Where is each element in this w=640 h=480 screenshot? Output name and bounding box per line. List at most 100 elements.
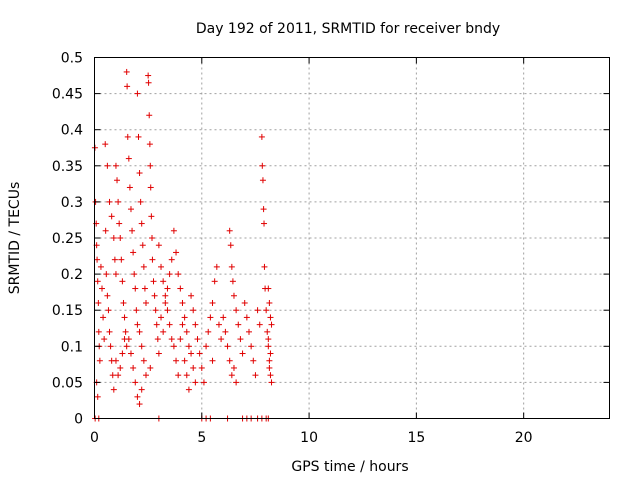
x-tick-label: 5	[197, 430, 206, 446]
data-point	[265, 343, 272, 350]
data-point	[148, 213, 155, 220]
data-point	[94, 256, 101, 263]
data-point	[102, 227, 109, 234]
y-axis-label: SRMTID / TECUs	[7, 182, 23, 295]
data-point	[107, 343, 114, 350]
data-point	[207, 314, 214, 321]
data-point	[137, 198, 144, 205]
data-point	[226, 357, 233, 364]
data-point	[147, 364, 154, 371]
data-point	[115, 198, 122, 205]
plot-frame	[94, 57, 610, 419]
data-point	[188, 350, 195, 357]
data-point	[110, 386, 117, 393]
data-point	[166, 321, 173, 328]
data-point	[228, 372, 235, 379]
data-point	[211, 278, 218, 285]
data-point	[185, 343, 192, 350]
data-point	[260, 206, 267, 213]
data-point	[140, 357, 147, 364]
data-points	[91, 68, 275, 422]
data-point	[266, 357, 273, 364]
data-point	[205, 328, 212, 335]
data-point	[124, 133, 131, 140]
data-point	[164, 307, 171, 314]
data-point	[188, 292, 195, 299]
data-point	[112, 271, 119, 278]
data-point	[136, 401, 143, 408]
data-point	[95, 299, 102, 306]
data-point	[147, 162, 154, 169]
data-point	[265, 285, 272, 292]
data-point	[114, 177, 121, 184]
data-point	[190, 364, 197, 371]
data-point	[127, 350, 134, 357]
data-point	[152, 307, 159, 314]
data-point	[162, 292, 169, 299]
data-point	[264, 328, 271, 335]
data-point	[222, 328, 229, 335]
data-point	[153, 321, 160, 328]
data-point	[229, 278, 236, 285]
data-point	[243, 314, 250, 321]
y-tick-label: 0.5	[61, 51, 83, 67]
data-point	[96, 357, 103, 364]
x-axis-label: GPS time / hours	[291, 459, 408, 475]
x-tick-label: 10	[300, 430, 318, 446]
data-point	[183, 328, 190, 335]
data-point	[198, 364, 205, 371]
data-point	[108, 213, 115, 220]
y-tick-label: 0.3	[61, 195, 83, 211]
data-point	[149, 256, 156, 263]
data-point	[124, 83, 131, 90]
x-tick-label: 15	[407, 430, 425, 446]
data-point	[145, 72, 152, 79]
data-point	[252, 372, 259, 379]
data-point	[175, 372, 182, 379]
data-point	[138, 343, 145, 350]
data-point	[126, 184, 133, 191]
data-point	[104, 162, 111, 169]
data-point	[122, 328, 129, 335]
data-point	[209, 299, 216, 306]
data-point	[267, 314, 274, 321]
data-point	[261, 263, 268, 270]
data-point	[227, 242, 234, 249]
data-point	[215, 321, 222, 328]
y-tick-label: 0	[74, 412, 83, 428]
data-point	[166, 271, 173, 278]
data-point	[130, 249, 137, 256]
data-point	[123, 68, 130, 75]
data-point	[97, 263, 104, 270]
data-point	[179, 299, 186, 306]
data-point	[120, 299, 127, 306]
data-point	[160, 328, 167, 335]
data-point	[130, 364, 137, 371]
data-point	[138, 386, 145, 393]
x-tick-label: 0	[90, 430, 99, 446]
data-point	[140, 263, 147, 270]
data-point	[239, 350, 246, 357]
data-point	[112, 162, 119, 169]
data-point	[111, 256, 118, 263]
data-point	[132, 379, 139, 386]
data-point	[162, 299, 169, 306]
data-point	[149, 235, 156, 241]
data-point	[150, 278, 157, 285]
data-point	[181, 357, 188, 364]
data-point	[220, 314, 227, 321]
data-point	[213, 263, 220, 270]
data-point	[146, 141, 153, 148]
data-point	[101, 336, 108, 343]
data-point	[192, 321, 199, 328]
data-point	[224, 343, 231, 350]
data-point	[102, 141, 109, 148]
data-point	[266, 364, 273, 371]
data-point	[138, 220, 145, 227]
y-tick-label: 0.1	[61, 339, 83, 355]
data-point	[145, 79, 152, 86]
data-point	[230, 292, 237, 299]
data-point	[155, 350, 162, 357]
data-point	[164, 285, 171, 292]
data-point	[158, 314, 165, 321]
